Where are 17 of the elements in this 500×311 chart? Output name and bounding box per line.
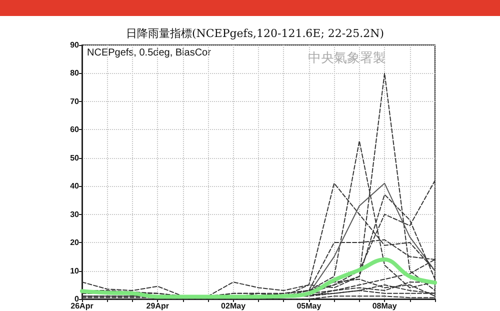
x-tick-label: 02May bbox=[221, 302, 246, 310]
y-tick-label: 70 bbox=[70, 96, 80, 106]
annotation: 中央氣象署製 bbox=[308, 51, 386, 66]
y-tick-label: 60 bbox=[70, 125, 80, 134]
y-tick-label: 80 bbox=[70, 68, 80, 78]
y-tick-label: 40 bbox=[70, 182, 80, 191]
y-tick-label: 30 bbox=[70, 210, 80, 219]
x-tick-label: 26Apr bbox=[70, 302, 94, 310]
x-tick-label: 08May bbox=[372, 302, 398, 310]
y-tick-label: 0 bbox=[74, 294, 80, 304]
x-tick-label: 29Apr bbox=[146, 302, 169, 310]
y-tick-label: 20 bbox=[70, 238, 80, 248]
x-tick-label: 05May bbox=[296, 302, 322, 310]
y-tick-label: 90 bbox=[70, 40, 80, 50]
y-tick-label: 10 bbox=[70, 266, 80, 276]
y-tick-label: 50 bbox=[70, 153, 80, 162]
chart-title: 日降雨量指標(NCEPgefs,120-121.6E; 22-25.2N) bbox=[126, 27, 384, 40]
